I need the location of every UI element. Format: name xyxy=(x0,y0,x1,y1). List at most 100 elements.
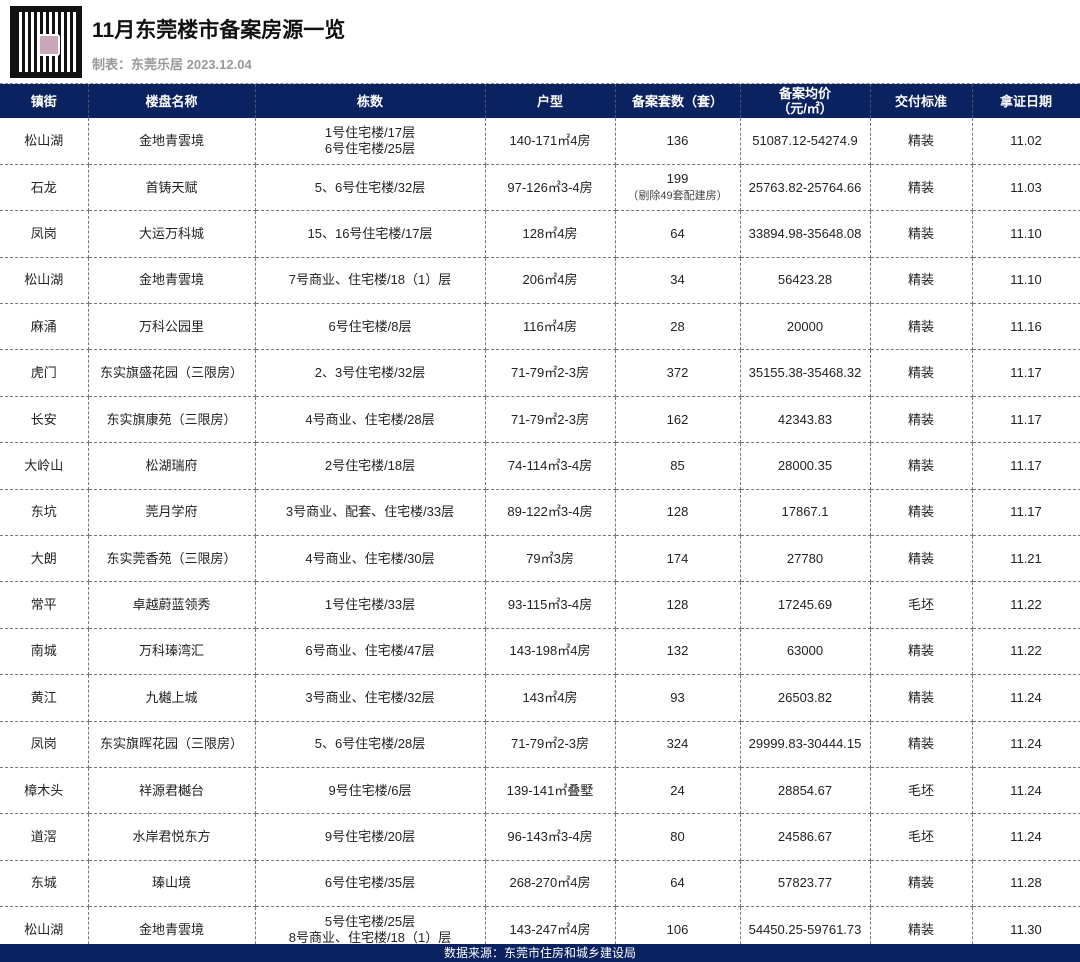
table-cell: 25763.82-25764.66 xyxy=(740,164,871,212)
table-cell: 1号住宅楼/33层 xyxy=(255,581,486,629)
table-row: 凤岗 大运万科城 15、16号住宅楼/17层 128㎡4房 64 33894.98-356… xyxy=(0,210,1080,258)
table-cell: 71-79㎡2-3房 xyxy=(485,349,616,397)
table-cell: 7号商业、住宅楼/18（1）层 xyxy=(255,257,486,305)
table-cell: 卓越蔚蓝领秀 xyxy=(88,581,256,629)
table-cell: 金地青雲境 xyxy=(88,257,256,305)
table-cell: 51087.12-54274.9 xyxy=(740,118,871,165)
table-cell: 东实旗康苑（三限房） xyxy=(88,396,256,444)
table-cell: 128 xyxy=(615,581,741,629)
table-cell: 324 xyxy=(615,721,741,768)
table-cell: 93-115㎡3-4房 xyxy=(485,581,616,629)
table-cell: 11.17 xyxy=(972,349,1080,397)
table-row: 道滘 水岸君悦东方 9号住宅楼/20层 96-143㎡3-4房 80 24586.67 毛坯… xyxy=(0,813,1080,861)
table-cell: 东坑 xyxy=(0,489,89,537)
table-cell: 4号商业、住宅楼/30层 xyxy=(255,535,486,583)
table-cell: 20000 xyxy=(740,303,871,351)
table-cell: 东实莞香苑（三限房） xyxy=(88,535,256,583)
table-row: 松山湖 金地青雲境 1号住宅楼/17层 6号住宅楼/25层 140-171㎡4房 136 5… xyxy=(0,118,1080,165)
table-cell: 64 xyxy=(615,210,741,258)
table-cell: 85 xyxy=(615,442,741,490)
table-cell: 11.17 xyxy=(972,442,1080,490)
table-cell: 28000.35 xyxy=(740,442,871,490)
table-row: 大朗 东实莞香苑（三限房） 4号商业、住宅楼/30层 79㎡3房 174 27780 精装 1… xyxy=(0,535,1080,583)
table-cell: 虎门 xyxy=(0,349,89,397)
column-header: 栋数 xyxy=(255,84,486,118)
table-cell: 精装 xyxy=(870,442,973,490)
table-cell: 71-79㎡2-3房 xyxy=(485,721,616,768)
table-cell: 11.02 xyxy=(972,118,1080,165)
table-cell: 162 xyxy=(615,396,741,444)
column-header: 楼盘名称 xyxy=(88,84,256,118)
column-header: 交付标准 xyxy=(870,84,973,118)
table-cell: 206㎡4房 xyxy=(485,257,616,305)
table-cell: 5、6号住宅楼/32层 xyxy=(255,164,486,212)
table-cell: 9号住宅楼/6层 xyxy=(255,767,486,815)
table-cell: 南城 xyxy=(0,628,89,676)
table-cell: 93 xyxy=(615,674,741,722)
table-cell: 11.03 xyxy=(972,164,1080,212)
table-cell: 11.16 xyxy=(972,303,1080,351)
table-cell: 3号商业、配套、住宅楼/33层 xyxy=(255,489,486,537)
table-cell: 大岭山 xyxy=(0,442,89,490)
table-cell: 1号住宅楼/17层 6号住宅楼/25层 xyxy=(255,118,486,165)
table-cell: 128㎡4房 xyxy=(485,210,616,258)
table-cell: 毛坯 xyxy=(870,581,973,629)
column-header: 备案均价 （元/㎡） xyxy=(740,84,871,118)
table-cell: 3号商业、住宅楼/32层 xyxy=(255,674,486,722)
table-cell: 372 xyxy=(615,349,741,397)
table-row: 常平 卓越蔚蓝领秀 1号住宅楼/33层 93-115㎡3-4房 128 17245.69 毛… xyxy=(0,581,1080,629)
table-cell: 精装 xyxy=(870,396,973,444)
table-cell: 石龙 xyxy=(0,164,89,212)
table-cell: 199 （剔除49套配建房） xyxy=(615,164,741,212)
column-header: 镇街 xyxy=(0,84,89,118)
table-cell: 精装 xyxy=(870,164,973,212)
table-cell: 松山湖 xyxy=(0,257,89,305)
table-cell: 63000 xyxy=(740,628,871,676)
table-row: 大岭山 松湖瑞府 2号住宅楼/18层 74-114㎡3-4房 85 28000.35 精装 1… xyxy=(0,442,1080,490)
table-cell: 140-171㎡4房 xyxy=(485,118,616,165)
table-cell: 57823.77 xyxy=(740,860,871,908)
table-cell: 128 xyxy=(615,489,741,537)
table-cell: 凤岗 xyxy=(0,210,89,258)
table-cell: 2、3号住宅楼/32层 xyxy=(255,349,486,397)
table-cell: 132 xyxy=(615,628,741,676)
table-cell: 24 xyxy=(615,767,741,815)
table-cell: 精装 xyxy=(870,303,973,351)
table-cell: 2号住宅楼/18层 xyxy=(255,442,486,490)
table-cell: 79㎡3房 xyxy=(485,535,616,583)
table-cell: 精装 xyxy=(870,257,973,305)
table-row: 长安 东实旗康苑（三限房） 4号商业、住宅楼/28层 71-79㎡2-3房 162 423… xyxy=(0,396,1080,444)
table-cell: 136 xyxy=(615,118,741,165)
table-row: 虎门 东实旗盛花园（三限房） 2、3号住宅楼/32层 71-79㎡2-3房 372 351… xyxy=(0,349,1080,397)
table-cell: 17867.1 xyxy=(740,489,871,537)
table-cell: 11.28 xyxy=(972,860,1080,908)
table-cell: 139-141㎡叠墅 xyxy=(485,767,616,815)
table-cell: 精装 xyxy=(870,628,973,676)
table-cell: 精装 xyxy=(870,860,973,908)
page-title: 11月东莞楼市备案房源一览 xyxy=(92,19,346,42)
table-cell: 74-114㎡3-4房 xyxy=(485,442,616,490)
table-cell: 80 xyxy=(615,813,741,861)
table-cell: 麻涌 xyxy=(0,303,89,351)
table-cell: 樟木头 xyxy=(0,767,89,815)
table-cell: 万科瑧湾汇 xyxy=(88,628,256,676)
table-cell: 九樾上城 xyxy=(88,674,256,722)
table-cell: 大运万科城 xyxy=(88,210,256,258)
table-cell: 精装 xyxy=(870,535,973,583)
table-row: 石龙 首铸天赋 5、6号住宅楼/32层 97-126㎡3-4房 199 （剔除49套配建房… xyxy=(0,164,1080,212)
table-row: 松山湖 金地青雲境 7号商业、住宅楼/18（1）层 206㎡4房 34 56423.28 精… xyxy=(0,257,1080,305)
table-row: 凤岗 东实旗晖花园（三限房） 5、6号住宅楼/28层 71-79㎡2-3房 324 299… xyxy=(0,721,1080,768)
column-header: 拿证日期 xyxy=(972,84,1080,118)
table-cell: 精装 xyxy=(870,489,973,537)
table-cell: 道滘 xyxy=(0,813,89,861)
table-cell: 瑧山境 xyxy=(88,860,256,908)
table-cell: 长安 xyxy=(0,396,89,444)
table-cell: 水岸君悦东方 xyxy=(88,813,256,861)
listings-table: 镇街 楼盘名称 栋数 户型 备案套数（套） 备案均价 （元/㎡） 交付标准 拿证日期 松山湖 金地… xyxy=(0,84,1080,954)
table-cell: 6号住宅楼/8层 xyxy=(255,303,486,351)
table-cell: 精装 xyxy=(870,674,973,722)
table-cell: 174 xyxy=(615,535,741,583)
table-cell: 松湖瑞府 xyxy=(88,442,256,490)
table-cell: 精装 xyxy=(870,721,973,768)
table-cell: 9号住宅楼/20层 xyxy=(255,813,486,861)
